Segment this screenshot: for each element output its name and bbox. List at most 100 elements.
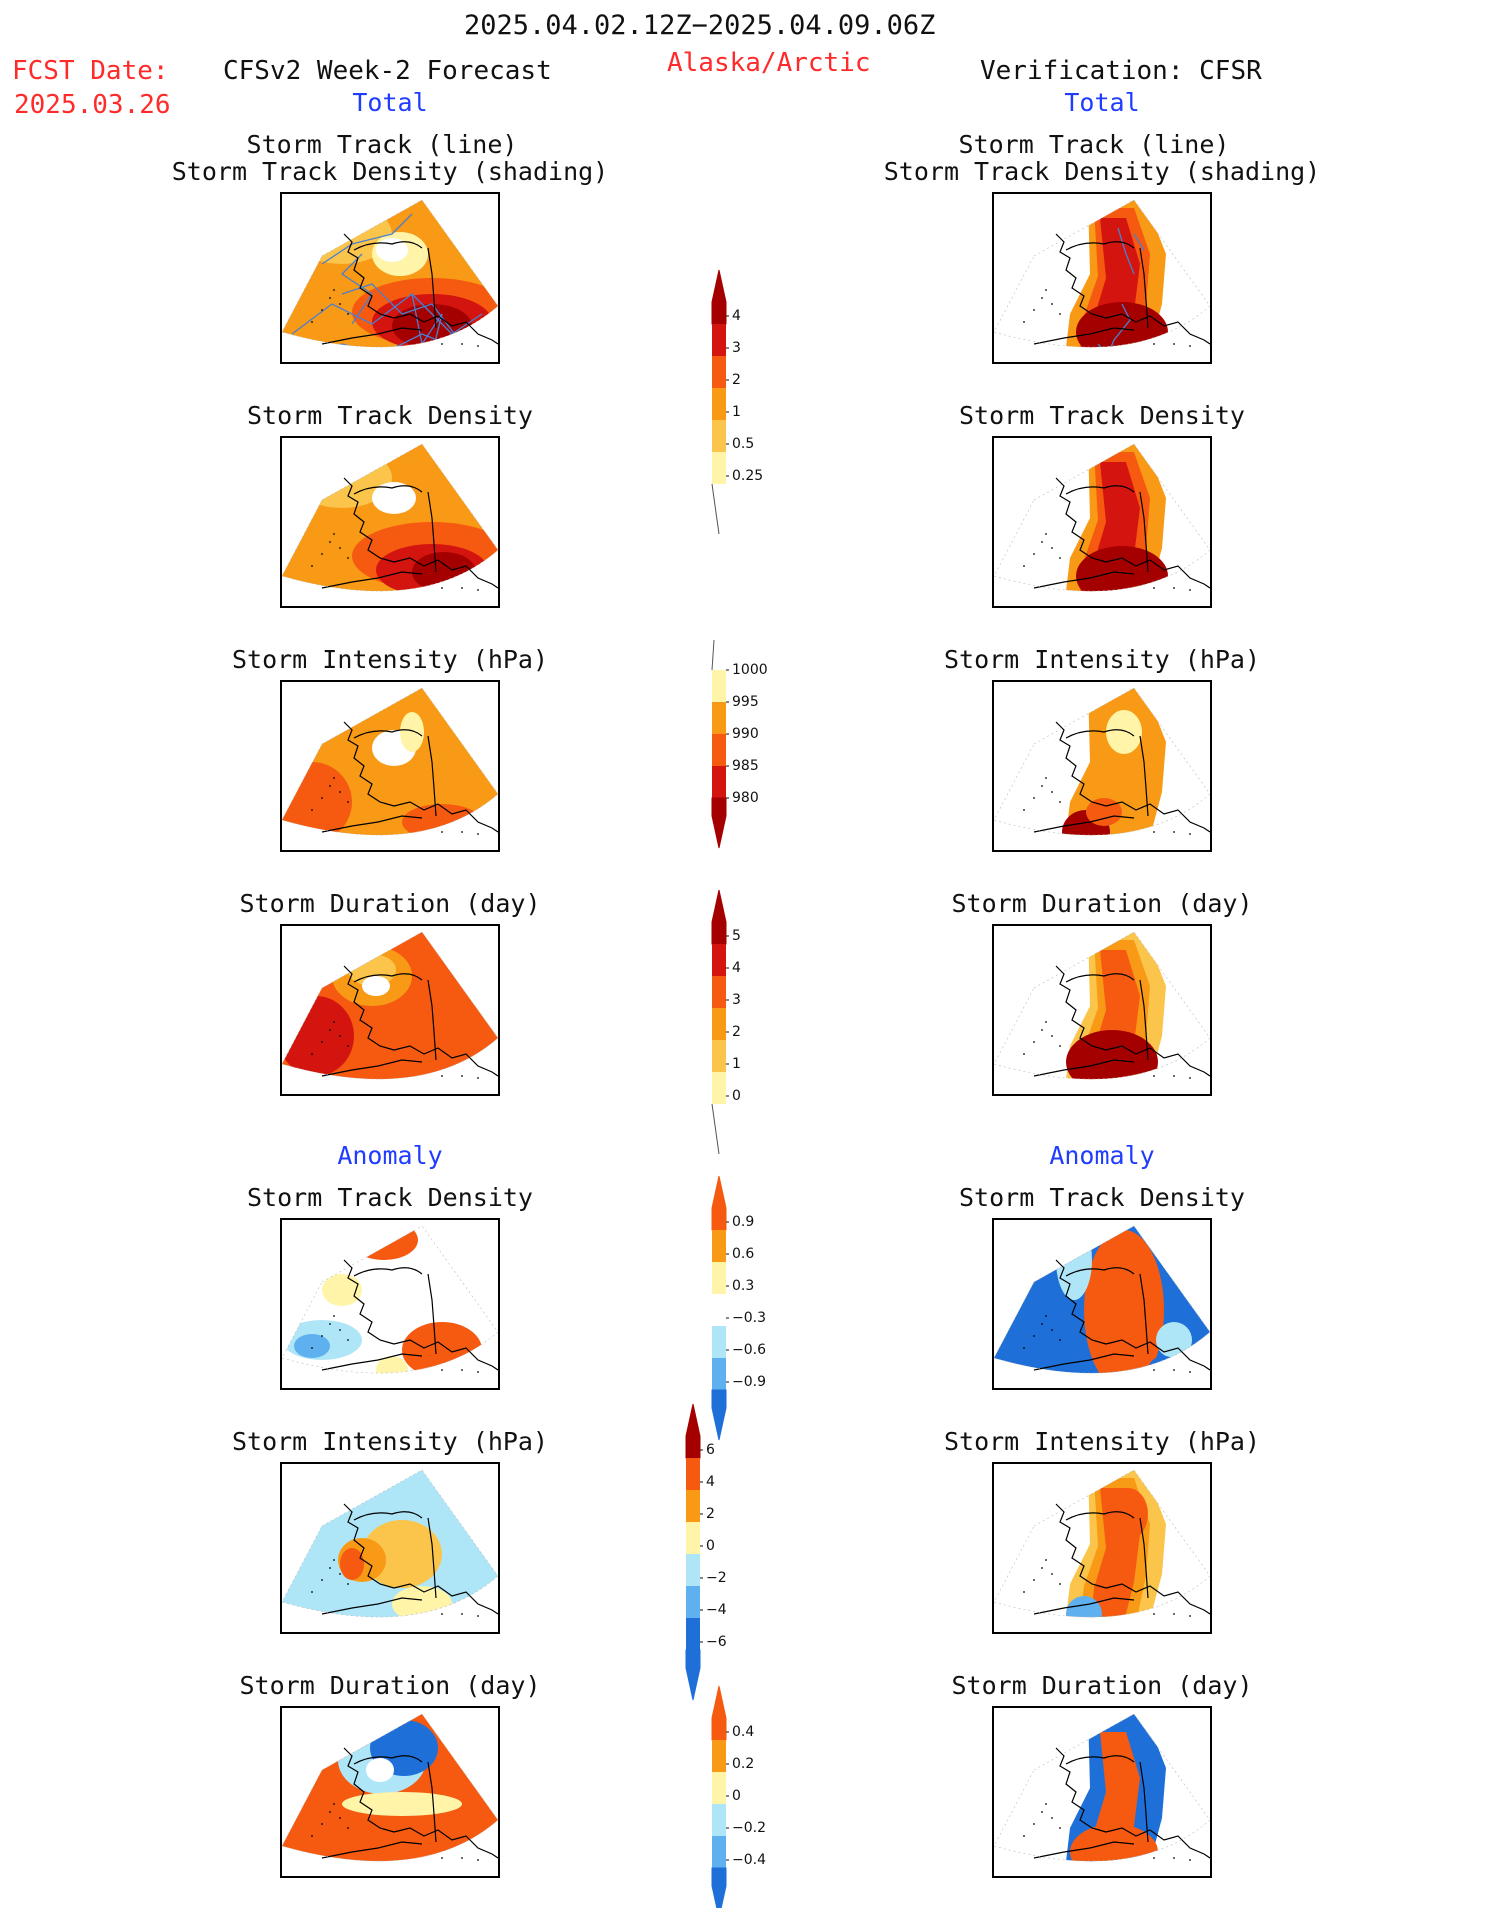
island-dot [1051, 1329, 1053, 1331]
map-shading [282, 200, 498, 348]
island-dot [1045, 533, 1047, 535]
right-total-label: Total [1064, 88, 1140, 117]
island-dot [1173, 1613, 1175, 1615]
colorbar-tip [711, 797, 727, 849]
coastline [393, 1583, 498, 1615]
shade-region [1076, 546, 1168, 592]
island-dot [329, 785, 331, 787]
island-dot [1153, 343, 1155, 345]
colorbar-segment [712, 1772, 726, 1804]
map-shading [1064, 200, 1168, 348]
coastline [353, 241, 423, 251]
coastline [321, 1597, 423, 1615]
island-dot [1059, 1827, 1061, 1829]
colorbar-segment [712, 420, 726, 452]
island-dot [311, 1347, 313, 1349]
shade-region [412, 552, 476, 592]
coastline [353, 729, 423, 739]
coastline [1033, 1841, 1135, 1859]
island-dot [441, 1369, 443, 1371]
coastline [321, 1353, 423, 1371]
storm-track-line [411, 293, 443, 348]
colorbar-segment [686, 1618, 700, 1650]
colorbar-tick-label: 1000 [732, 662, 768, 678]
map-shading [994, 1226, 1210, 1374]
colorbar-segment [712, 1740, 726, 1772]
island-dot [321, 1579, 323, 1581]
colorbar-tick-label: 0.6 [732, 1246, 754, 1262]
colorbar-tick-label: 0.25 [732, 468, 763, 484]
island-dot [321, 797, 323, 799]
island-dot [477, 589, 479, 591]
coastline [393, 1339, 498, 1371]
colorbar-tick-label: 0.3 [732, 1278, 754, 1294]
coastline [353, 1755, 423, 1765]
colorbar-anom-density: 0.9 0.6 0.3 −0.3 −0.6 −0.9 [711, 1175, 766, 1441]
panel-title: Storm Duration (day) [239, 1671, 541, 1700]
shade-region [350, 1226, 418, 1260]
left-anomaly-label: Anomaly [337, 1141, 443, 1170]
colorbar-tick-label: 0 [732, 1088, 741, 1104]
colorbar-tick-label: 6 [706, 1442, 715, 1458]
coastline [427, 1517, 437, 1599]
coastline [321, 1841, 423, 1859]
domain-outline [282, 931, 498, 1080]
storm-track-line [1133, 233, 1145, 251]
right-anomaly-label: Anomaly [1049, 1141, 1155, 1170]
colorbar-segment [712, 944, 726, 976]
colorbar-tick-label: 990 [732, 726, 759, 742]
colorbar-anom-intensity: 6 4 2 0 −2 −4 −6 [685, 1403, 727, 1701]
island-dot [1153, 587, 1155, 589]
colorbar-segment [712, 1358, 726, 1390]
island-dot [321, 1823, 323, 1825]
island-dot [1059, 1339, 1061, 1341]
coastline [1105, 1045, 1210, 1077]
coastline [1139, 1273, 1149, 1355]
colorbar-tip [711, 483, 720, 535]
map-shading [282, 444, 498, 592]
coastline [393, 1045, 498, 1077]
colorbar-density: 4 3 2 1 0.5 0.25 [711, 269, 763, 535]
colorbar-tip [711, 1389, 727, 1441]
island-dot [1173, 1075, 1175, 1077]
island-dot [329, 1567, 331, 1569]
colorbar-tick-label: 0 [732, 1788, 741, 1804]
panel-title: Storm Track Density [247, 401, 533, 430]
coastline [1105, 1827, 1210, 1859]
shade-region [1070, 1824, 1158, 1862]
panel-title: Storm Track Density [959, 401, 1245, 430]
island-dot [441, 587, 443, 589]
island-dot [347, 1827, 349, 1829]
island-dot [1045, 1803, 1047, 1805]
colorbar-tick-label: 3 [732, 340, 741, 356]
island-dot [1173, 587, 1175, 589]
colorbar-duration: 5 4 3 2 1 0 [711, 889, 741, 1155]
fcst-date-label: FCST Date: [12, 56, 169, 86]
island-dot [477, 1859, 479, 1861]
colorbar-tick-label: −0.6 [732, 1342, 766, 1358]
panel-title: Storm Track Density [247, 1183, 533, 1212]
colorbar-tick-label: −6 [706, 1634, 727, 1650]
island-dot [311, 1053, 313, 1055]
island-dot [441, 1857, 443, 1859]
coastline [353, 1511, 423, 1521]
map-verif-anom-duration [992, 1706, 1212, 1878]
island-dot [1059, 801, 1061, 803]
island-dot [1023, 1835, 1025, 1837]
colorbar-anom-duration: 0.4 0.2 0 −0.2 −0.4 [711, 1685, 766, 1908]
colorbar-segment [712, 734, 726, 766]
coastline [393, 1827, 498, 1859]
colorbar-tip [711, 1103, 720, 1155]
island-dot [1023, 321, 1025, 323]
coastline [1065, 1511, 1135, 1521]
colorbar-tick-label: 3 [732, 992, 741, 1008]
island-dot [461, 1857, 463, 1859]
island-dot [329, 541, 331, 543]
domain-outline [994, 1713, 1210, 1862]
coastline [427, 1273, 437, 1355]
shade-region [1156, 1322, 1192, 1358]
island-dot [1045, 1315, 1047, 1317]
coastline [1033, 1353, 1135, 1371]
coastline [321, 327, 423, 345]
colorbar-tick-label: 1 [732, 1056, 741, 1072]
